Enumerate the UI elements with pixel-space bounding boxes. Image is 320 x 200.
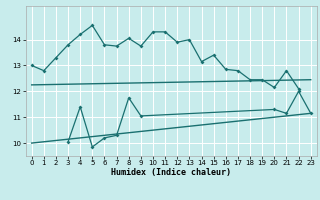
X-axis label: Humidex (Indice chaleur): Humidex (Indice chaleur) <box>111 168 231 177</box>
